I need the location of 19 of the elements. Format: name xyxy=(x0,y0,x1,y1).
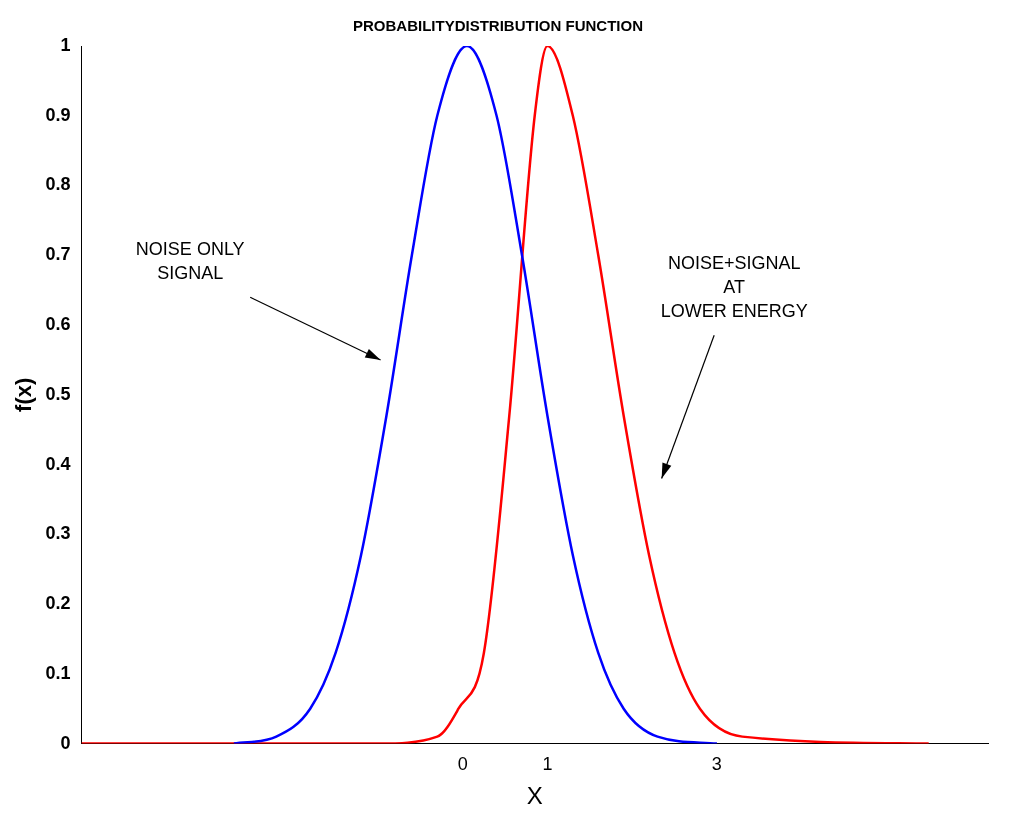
y-tick-label: 0.4 xyxy=(45,453,71,474)
y-tick-label: 0 xyxy=(60,732,71,753)
y-tick-label: 0.2 xyxy=(45,593,71,614)
x-axis-title: X xyxy=(526,782,543,810)
y-tick-label: 0.3 xyxy=(45,523,71,544)
annotation: NOISE+SIGNAL AT LOWER ENERGY xyxy=(660,253,808,322)
x-tick-label: 1 xyxy=(542,754,553,775)
x-tick-label: 3 xyxy=(711,754,722,775)
y-tick-label: 0.8 xyxy=(45,174,71,195)
y-tick-label: 1 xyxy=(60,34,71,55)
annotation: NOISE ONLY SIGNAL xyxy=(135,239,245,284)
y-tick-label: 0.6 xyxy=(45,314,71,335)
x-tick-label: 0 xyxy=(457,754,468,775)
y-tick-label: 0.7 xyxy=(45,244,71,265)
y-tick-label: 0.9 xyxy=(45,104,71,125)
y-axis-title: f(x) xyxy=(11,377,37,412)
y-tick-label: 0.1 xyxy=(45,662,71,683)
y-tick-label: 0.5 xyxy=(45,383,71,404)
chart-title: PROBABILITYDISTRIBUTION FUNCTION xyxy=(353,17,643,35)
